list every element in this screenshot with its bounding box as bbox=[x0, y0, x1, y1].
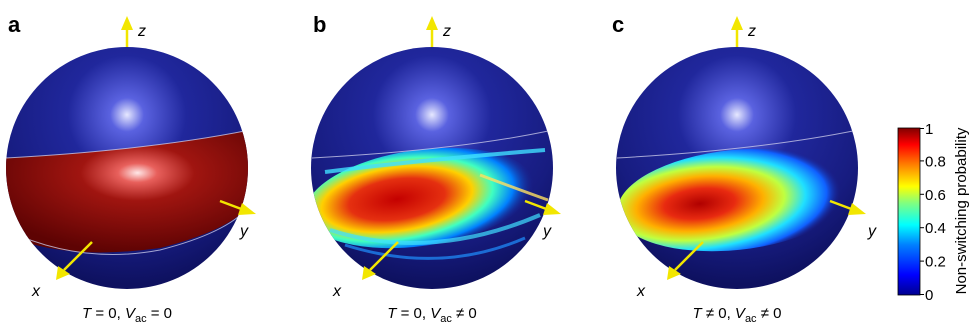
colorbar-tick-label: 0.8 bbox=[925, 153, 946, 170]
panel-letter-c: c bbox=[612, 12, 624, 37]
caption-c: T ≠ 0, Vac ≠ 0 bbox=[693, 305, 782, 325]
y-axis-arrow bbox=[219, 199, 245, 212]
x-axis-label: x bbox=[31, 283, 41, 300]
y-axis-label: y bbox=[867, 223, 877, 240]
red-cap-region bbox=[6, 130, 248, 253]
y-axis-label: y bbox=[239, 223, 249, 240]
x-axis-arrow bbox=[63, 241, 93, 271]
x-axis-arrowhead bbox=[667, 266, 681, 280]
panel-a: a z y x T = 0, Vac = 0 bbox=[6, 12, 256, 325]
probability-map bbox=[311, 147, 535, 249]
colorbar: 0 0.2 0.4 0.6 0.8 1 Non-switching probab… bbox=[897, 121, 970, 304]
y-axis-arrowhead bbox=[848, 203, 866, 215]
colorbar-tick-label: 1 bbox=[925, 121, 933, 138]
y-axis-arrow bbox=[829, 199, 855, 212]
y-axis-arrowhead bbox=[543, 203, 561, 215]
panel-c: c z y x T ≠ 0, Vac ≠ 0 bbox=[612, 12, 877, 325]
z-axis-arrowhead bbox=[426, 16, 438, 30]
x-axis-arrowhead bbox=[56, 266, 70, 280]
z-axis-arrowhead bbox=[121, 16, 133, 30]
z-axis-label: z bbox=[137, 23, 146, 40]
probability-map bbox=[617, 148, 853, 252]
x-axis-arrow bbox=[369, 241, 399, 271]
y-axis-arrowhead bbox=[238, 203, 256, 215]
y-axis-arrow bbox=[524, 199, 550, 212]
colorbar-tick-label: 0.4 bbox=[925, 220, 946, 237]
x-axis-label: x bbox=[332, 283, 342, 300]
z-axis-arrowhead bbox=[731, 16, 743, 30]
z-axis-label: z bbox=[442, 23, 451, 40]
y-axis-label: y bbox=[542, 223, 552, 240]
colorbar-tick-label: 0 bbox=[925, 287, 933, 304]
colorbar-title: Non-switching probability bbox=[953, 127, 970, 294]
panel-letter-b: b bbox=[313, 12, 326, 37]
colorbar-gradient bbox=[897, 127, 921, 296]
colorbar-ticks: 0 0.2 0.4 0.6 0.8 1 bbox=[920, 121, 946, 304]
x-axis-label: x bbox=[636, 283, 646, 300]
colorbar-tick-label: 0.2 bbox=[925, 254, 946, 271]
z-axis-label: z bbox=[747, 23, 756, 40]
x-axis-arrowhead bbox=[362, 266, 376, 280]
panel-letter-a: a bbox=[8, 12, 21, 37]
colorbar-tick-label: 0.6 bbox=[925, 187, 946, 204]
panel-b: b z y x T = 0, Vac ≠ 0 bbox=[311, 12, 561, 325]
x-axis-arrow bbox=[674, 241, 704, 271]
caption-a: T = 0, Vac = 0 bbox=[82, 305, 172, 325]
caption-b: T = 0, Vac ≠ 0 bbox=[387, 305, 477, 325]
